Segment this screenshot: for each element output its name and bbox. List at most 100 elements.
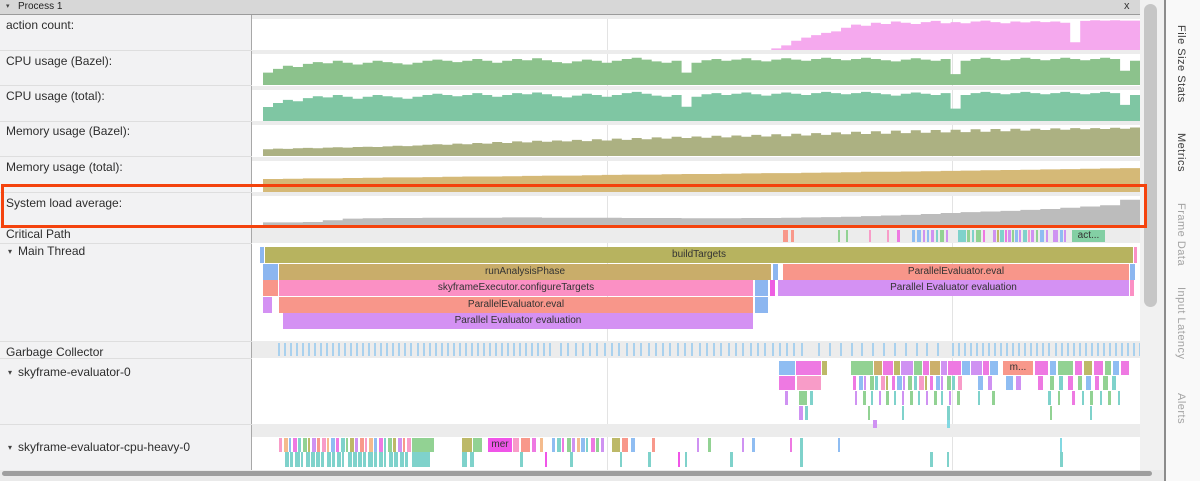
trace-span[interactable]: [473, 438, 482, 452]
trace-span[interactable]: [536, 343, 539, 356]
skyframe-evaluator-0-row-3[interactable]: [252, 406, 1140, 420]
trace-span[interactable]: [581, 343, 584, 356]
trace-span[interactable]: [576, 438, 580, 452]
trace-span[interactable]: [914, 361, 922, 375]
trace-span[interactable]: [302, 438, 307, 452]
trace-span[interactable]: [858, 376, 863, 390]
trace-span[interactable]: [278, 343, 280, 356]
trace-span[interactable]: [581, 438, 586, 452]
trace-span[interactable]: [678, 452, 680, 467]
trace-span[interactable]: [800, 438, 803, 452]
trace-span[interactable]: [342, 452, 345, 467]
trace-span[interactable]: [1053, 230, 1058, 242]
memory-usage-total-chart[interactable]: [263, 161, 1140, 192]
trace-span[interactable]: [386, 343, 389, 356]
trace-span[interactable]: [894, 361, 900, 375]
trace-span[interactable]: [1078, 343, 1081, 356]
trace-span[interactable]: [518, 343, 521, 356]
trace-span[interactable]: [853, 376, 856, 390]
skyframe-evaluator-cpu-heavy-0-row-1[interactable]: [252, 452, 1140, 467]
trace-span[interactable]: [874, 361, 882, 375]
trace-span[interactable]: [321, 452, 325, 467]
trace-span[interactable]: [402, 438, 405, 452]
trace-span[interactable]: [298, 438, 301, 452]
trace-span[interactable]: [923, 361, 929, 375]
collapse-arrow-icon[interactable]: ▾: [8, 443, 13, 452]
horizontal-scrollbar-thumb[interactable]: [2, 471, 1152, 476]
trace-span[interactable]: [530, 343, 533, 356]
trace-span[interactable]: [988, 376, 992, 390]
trace-span[interactable]: [1042, 343, 1045, 356]
trace-span[interactable]: [947, 406, 950, 420]
trace-span[interactable]: [1068, 376, 1073, 390]
trace-span[interactable]: [452, 343, 455, 356]
skyframe-evaluator-0-row-1[interactable]: [252, 376, 1140, 390]
trace-span[interactable]: [862, 391, 866, 405]
trace-span[interactable]: [404, 452, 408, 467]
trace-span[interactable]: [1028, 230, 1030, 242]
trace-span[interactable]: [1060, 438, 1062, 452]
trace-span[interactable]: [566, 438, 571, 452]
trace-span[interactable]: [1019, 230, 1021, 242]
trace-span[interactable]: [383, 452, 386, 467]
trace-span[interactable]: [1058, 361, 1073, 375]
trace-span[interactable]: [326, 438, 329, 452]
trace-span[interactable]: [378, 452, 383, 467]
trace-span[interactable]: [994, 343, 997, 356]
trace-span[interactable]: [574, 343, 577, 356]
trace-span[interactable]: [1138, 343, 1140, 356]
trace-span[interactable]: [1096, 343, 1099, 356]
trace-span[interactable]: [931, 230, 934, 242]
trace-span[interactable]: [618, 343, 621, 356]
trace-span[interactable]: [283, 438, 288, 452]
tab-file-size-stats[interactable]: File Size Stats: [1175, 25, 1187, 103]
trace-span[interactable]: [591, 438, 596, 452]
trace-span[interactable]: [1012, 230, 1014, 242]
trace-span[interactable]: [500, 343, 503, 356]
trace-span-parallelevaluatorevaluation[interactable]: Parallel Evaluator evaluation: [283, 313, 753, 329]
trace-span[interactable]: [919, 376, 924, 390]
trace-span[interactable]: [397, 438, 402, 452]
trace-span[interactable]: [976, 230, 981, 242]
trace-span[interactable]: [394, 452, 399, 467]
trace-span[interactable]: [799, 406, 803, 420]
trace-span[interactable]: [631, 438, 635, 452]
trace-span[interactable]: [458, 343, 461, 356]
trace-span[interactable]: [1078, 376, 1082, 390]
trace-span[interactable]: [648, 452, 651, 467]
trace-span[interactable]: [1006, 376, 1013, 390]
trace-span[interactable]: [993, 230, 996, 242]
trace-span[interactable]: [350, 343, 353, 356]
trace-span[interactable]: [326, 452, 331, 467]
trace-span[interactable]: [875, 376, 878, 390]
trace-span[interactable]: [925, 391, 928, 405]
trace-span[interactable]: [796, 361, 821, 375]
trace-span[interactable]: [393, 438, 396, 452]
trace-span[interactable]: [1134, 247, 1137, 263]
trace-span[interactable]: [302, 343, 305, 356]
trace-span[interactable]: [952, 376, 955, 390]
trace-span[interactable]: [1050, 376, 1054, 390]
trace-span[interactable]: [778, 343, 781, 356]
trace-span[interactable]: [893, 343, 896, 356]
skyframe-evaluator-0-row-2[interactable]: [252, 391, 1140, 405]
trace-span[interactable]: [1050, 406, 1052, 420]
trace-span[interactable]: [356, 343, 359, 356]
trace-span[interactable]: [941, 361, 947, 375]
trace-span[interactable]: [800, 452, 803, 467]
trace-span[interactable]: [742, 343, 745, 356]
trace-span-mer[interactable]: mer: [488, 438, 512, 452]
trace-span[interactable]: [404, 343, 407, 356]
trace-span[interactable]: [340, 438, 345, 452]
trace-span[interactable]: [470, 452, 474, 467]
trace-span[interactable]: [878, 391, 881, 405]
trace-span[interactable]: [930, 452, 933, 467]
trace-span[interactable]: [296, 343, 299, 356]
trace-span[interactable]: [347, 452, 352, 467]
trace-span[interactable]: [521, 438, 530, 452]
trace-span[interactable]: [1000, 230, 1004, 242]
trace-span[interactable]: [982, 343, 985, 356]
trace-span[interactable]: [800, 343, 803, 356]
trace-span[interactable]: [524, 343, 527, 356]
trace-span[interactable]: [927, 230, 929, 242]
